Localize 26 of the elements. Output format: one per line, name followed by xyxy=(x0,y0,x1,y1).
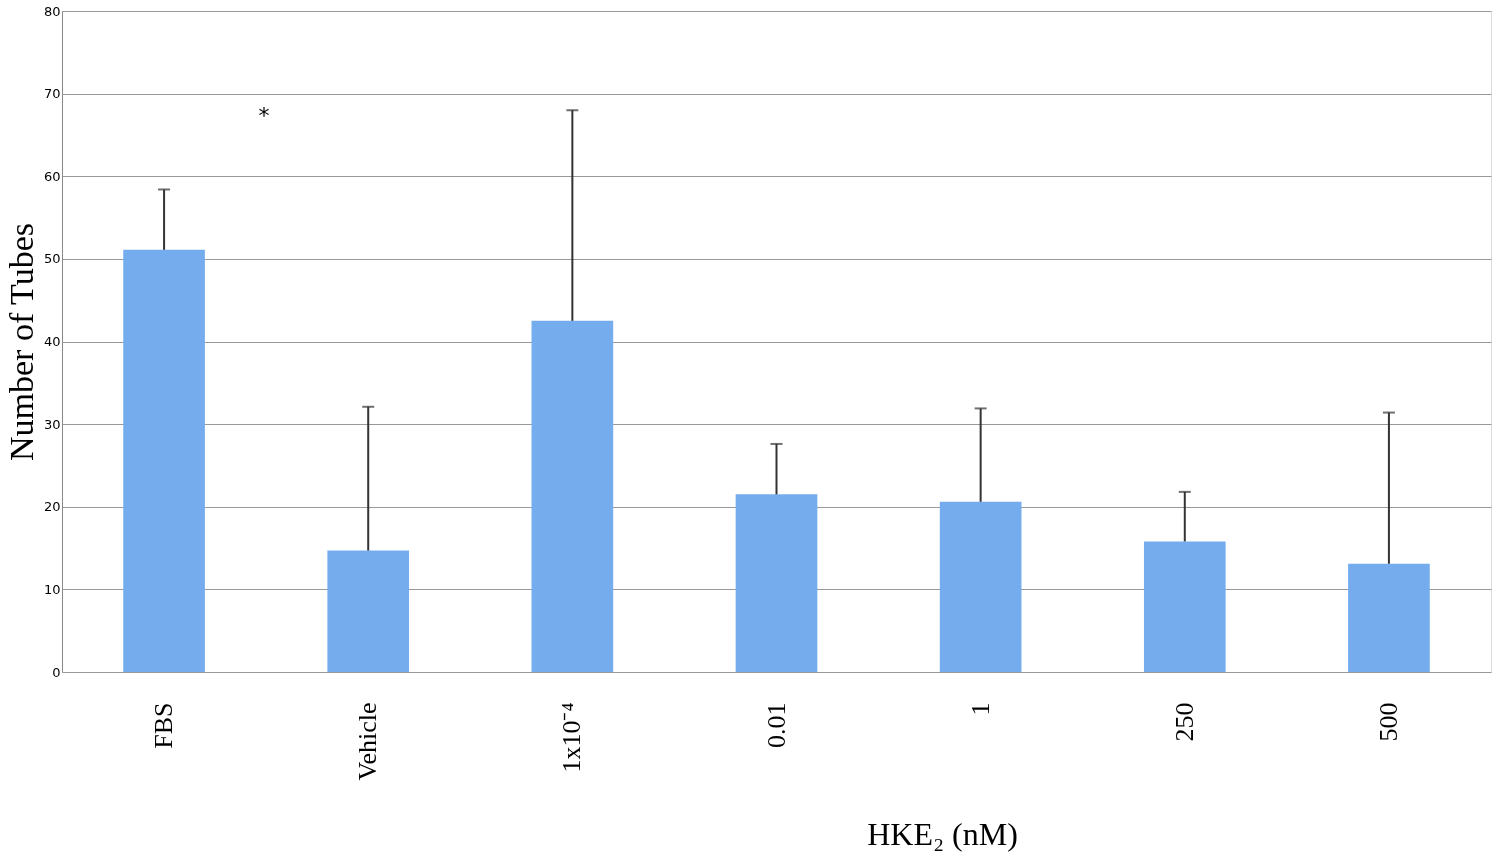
x-tick-label: 0.01 xyxy=(761,702,791,748)
bar xyxy=(735,494,818,672)
bar xyxy=(939,501,1022,672)
y-tick-label: 0 xyxy=(52,664,61,680)
y-tick-label: 20 xyxy=(43,499,61,515)
x-tick-label: 500 xyxy=(1373,702,1403,742)
x-tick-label: Vehicle xyxy=(353,702,383,781)
y-tick-label: 10 xyxy=(43,581,61,597)
y-axis-title: Number of Tubes xyxy=(2,222,40,462)
y-tick-label: 30 xyxy=(43,416,61,432)
y-tick-label: 50 xyxy=(43,251,61,267)
x-tick-label: 250 xyxy=(1169,702,1199,742)
annotation: * xyxy=(258,103,270,128)
bar xyxy=(327,550,410,672)
y-tick-label: 70 xyxy=(43,86,61,102)
x-tick-label: 1x10⁻⁴ xyxy=(557,702,587,773)
x-axis-title: HKE₂ (nM) xyxy=(867,816,1018,853)
y-tick-label: 60 xyxy=(43,168,61,184)
x-tick-label: 1 xyxy=(965,702,995,716)
bar xyxy=(531,320,614,672)
y-tick-label: 80 xyxy=(43,3,61,19)
y-tick-label: 40 xyxy=(43,334,61,349)
bar xyxy=(1348,563,1430,672)
bar xyxy=(123,249,205,672)
x-tick-label: FBS xyxy=(149,702,179,749)
bar xyxy=(1143,541,1226,672)
